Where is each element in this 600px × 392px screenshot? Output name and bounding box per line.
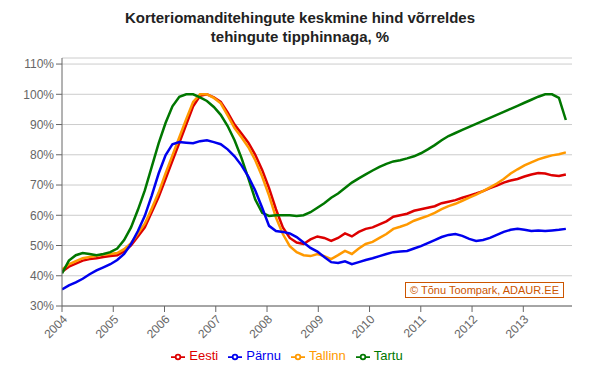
svg-text:30%: 30%: [30, 299, 54, 313]
svg-text:2004: 2004: [41, 312, 70, 341]
svg-text:2006: 2006: [144, 312, 173, 341]
svg-text:100%: 100%: [23, 88, 54, 102]
html-text:Tartu: Tartu: [373, 348, 403, 363]
svg-text:2011: 2011: [401, 312, 429, 340]
html-text:Korteriomanditehingute keskmin: Korteriomanditehingute keskmine hind võr…: [125, 9, 475, 26]
svg-text:90%: 90%: [30, 118, 54, 132]
svg-text:110%: 110%: [24, 57, 54, 71]
html-text:Pärnu: Pärnu: [246, 348, 281, 363]
svg-text:2005: 2005: [93, 312, 122, 341]
html-text:Tallinn: Tallinn: [308, 348, 346, 363]
html-text:Eesti: Eesti: [189, 348, 219, 363]
svg-text:40%: 40%: [30, 269, 54, 283]
svg-text:2008: 2008: [246, 312, 275, 341]
svg-text:2013: 2013: [503, 312, 532, 341]
svg-text:70%: 70%: [30, 178, 54, 192]
svg-text:2012: 2012: [451, 312, 480, 341]
html-text:© Tõnu Toompark, ADAUR.EE: © Tõnu Toompark, ADAUR.EE: [410, 284, 559, 296]
svg-text:50%: 50%: [30, 239, 54, 253]
svg-text:2007: 2007: [195, 312, 224, 341]
svg-text:60%: 60%: [30, 209, 54, 223]
svg-text:2010: 2010: [349, 312, 378, 341]
svg-text:80%: 80%: [30, 148, 54, 162]
html-text:tehingute tipphinnaga, %: tehingute tipphinnaga, %: [210, 28, 390, 45]
svg-text:2009: 2009: [298, 312, 327, 341]
